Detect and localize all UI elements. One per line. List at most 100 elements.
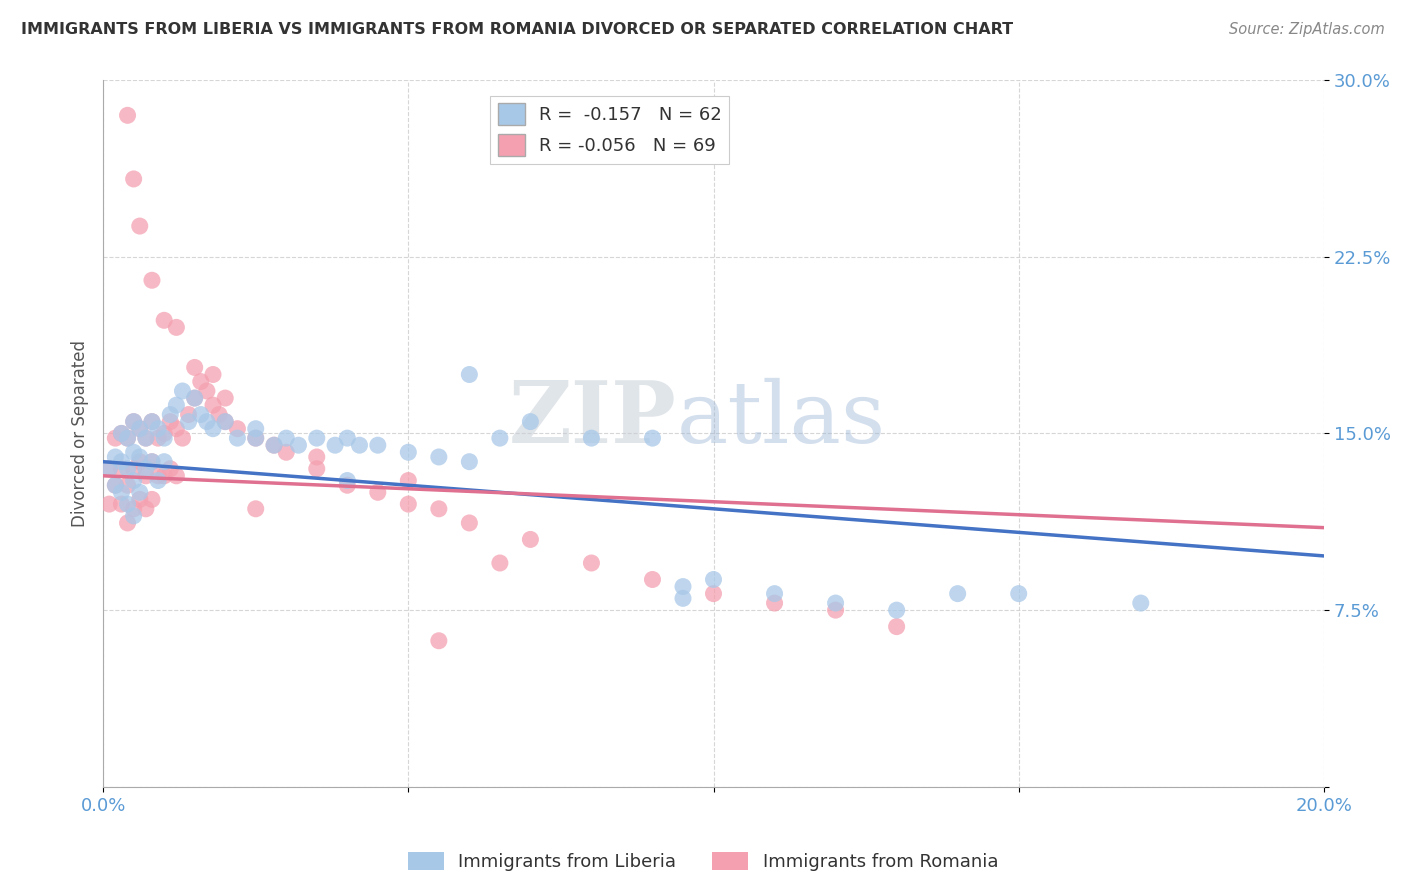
Point <box>141 273 163 287</box>
Point <box>1008 587 1031 601</box>
Point <box>122 508 145 523</box>
Point <box>226 422 249 436</box>
Point <box>214 391 236 405</box>
Point <box>367 485 389 500</box>
Legend: Immigrants from Liberia, Immigrants from Romania: Immigrants from Liberia, Immigrants from… <box>401 845 1005 879</box>
Point <box>245 431 267 445</box>
Point <box>581 556 603 570</box>
Point <box>458 516 481 530</box>
Point <box>886 603 908 617</box>
Point <box>128 485 150 500</box>
Point <box>159 408 181 422</box>
Point <box>427 501 450 516</box>
Point <box>245 431 267 445</box>
Point <box>110 497 132 511</box>
Point <box>214 415 236 429</box>
Point <box>141 455 163 469</box>
Point <box>208 408 231 422</box>
Point <box>128 455 150 469</box>
Legend: R =  -0.157   N = 62, R = -0.056   N = 69: R = -0.157 N = 62, R = -0.056 N = 69 <box>491 96 730 163</box>
Point <box>165 422 187 436</box>
Point <box>458 455 481 469</box>
Point <box>146 422 169 436</box>
Point <box>153 313 176 327</box>
Point <box>581 431 603 445</box>
Point <box>396 497 419 511</box>
Point <box>135 431 157 445</box>
Point <box>98 497 121 511</box>
Point <box>489 431 512 445</box>
Point <box>117 108 139 122</box>
Point <box>159 462 181 476</box>
Point <box>276 431 298 445</box>
Point <box>110 426 132 441</box>
Point <box>141 415 163 429</box>
Point <box>117 431 139 445</box>
Point <box>128 450 150 464</box>
Point <box>672 580 695 594</box>
Point <box>110 455 132 469</box>
Point <box>245 501 267 516</box>
Point <box>349 438 371 452</box>
Point <box>172 384 194 398</box>
Point <box>146 468 169 483</box>
Point <box>141 455 163 469</box>
Point <box>165 468 187 483</box>
Point <box>110 485 132 500</box>
Point <box>336 478 359 492</box>
Point <box>263 438 285 452</box>
Point <box>122 474 145 488</box>
Point <box>104 450 127 464</box>
Point <box>122 462 145 476</box>
Point <box>824 596 846 610</box>
Point <box>824 603 846 617</box>
Point <box>702 573 724 587</box>
Point <box>190 375 212 389</box>
Point <box>117 462 139 476</box>
Point <box>1129 596 1152 610</box>
Point <box>519 415 541 429</box>
Point <box>98 462 121 476</box>
Point <box>104 478 127 492</box>
Point <box>702 587 724 601</box>
Point <box>336 474 359 488</box>
Point <box>122 501 145 516</box>
Point <box>489 556 512 570</box>
Point <box>183 391 205 405</box>
Point <box>396 445 419 459</box>
Point <box>763 596 786 610</box>
Point <box>122 172 145 186</box>
Point <box>287 438 309 452</box>
Point <box>458 368 481 382</box>
Point <box>201 398 224 412</box>
Point <box>146 474 169 488</box>
Point <box>146 431 169 445</box>
Point <box>195 415 218 429</box>
Point <box>104 478 127 492</box>
Point <box>172 431 194 445</box>
Point <box>135 468 157 483</box>
Point <box>141 492 163 507</box>
Point <box>117 497 139 511</box>
Point <box>135 462 157 476</box>
Point <box>128 422 150 436</box>
Point <box>367 438 389 452</box>
Point <box>201 368 224 382</box>
Point <box>135 431 157 445</box>
Point <box>177 415 200 429</box>
Point <box>946 587 969 601</box>
Point <box>641 431 664 445</box>
Point <box>122 415 145 429</box>
Point <box>135 501 157 516</box>
Point <box>641 573 664 587</box>
Point <box>117 478 139 492</box>
Point <box>245 422 267 436</box>
Point <box>396 474 419 488</box>
Point <box>98 462 121 476</box>
Point <box>305 431 328 445</box>
Point <box>128 492 150 507</box>
Text: IMMIGRANTS FROM LIBERIA VS IMMIGRANTS FROM ROMANIA DIVORCED OR SEPARATED CORRELA: IMMIGRANTS FROM LIBERIA VS IMMIGRANTS FR… <box>21 22 1014 37</box>
Y-axis label: Divorced or Separated: Divorced or Separated <box>72 340 89 527</box>
Point <box>190 408 212 422</box>
Point <box>183 391 205 405</box>
